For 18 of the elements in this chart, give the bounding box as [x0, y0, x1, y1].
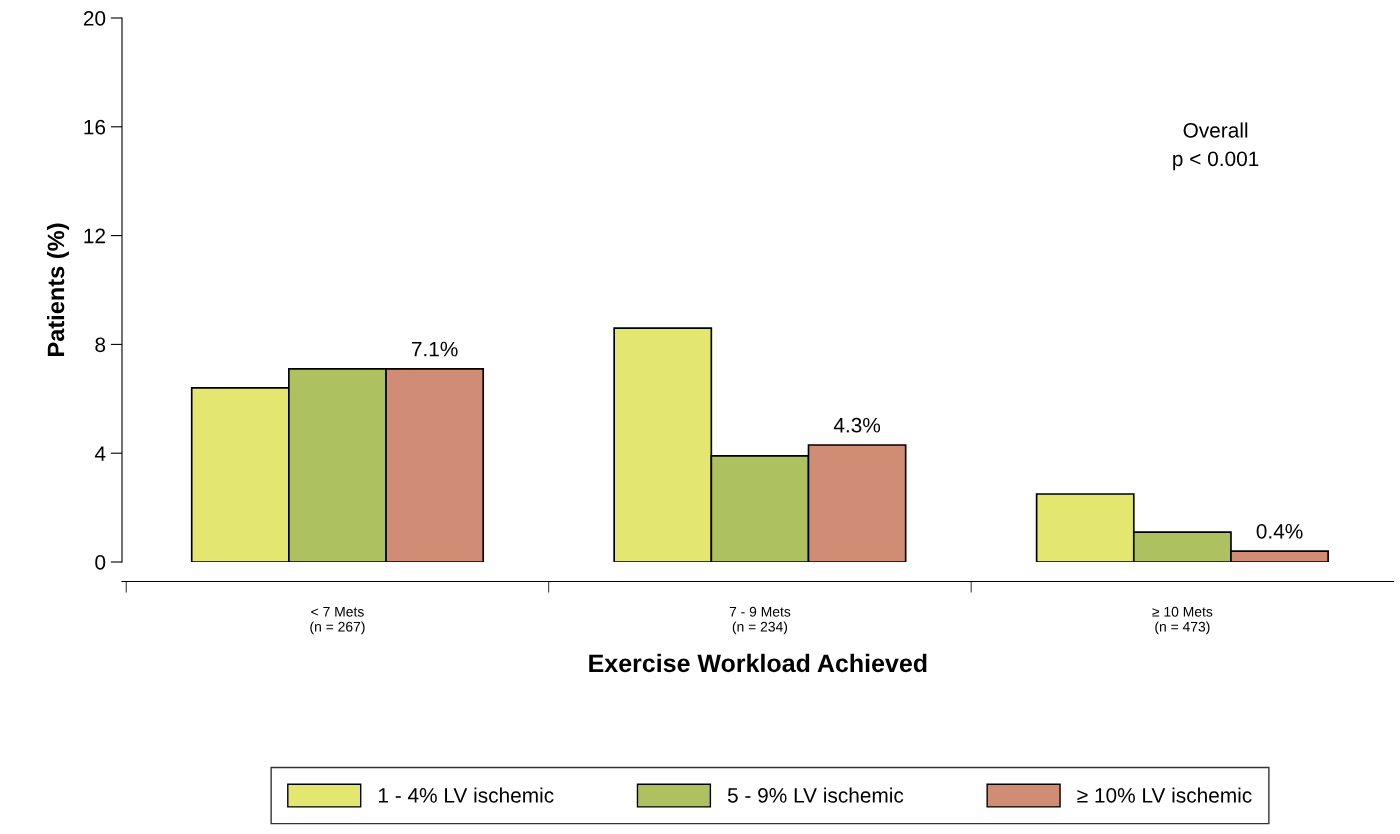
- legend-label: 5 - 9% LV ischemic: [727, 787, 904, 803]
- y-tick-label: 8: [95, 337, 106, 353]
- y-tick-label: 4: [94, 446, 106, 461]
- data-label: 4.3%: [833, 417, 881, 433]
- y-tick-label: 12: [84, 228, 105, 244]
- x-tick-label: < 7 Mets (n = 267): [310, 606, 365, 635]
- x-tick-label: ≥ 10 Mets (n = 473): [1152, 606, 1213, 635]
- legend-label: ≥ 10% LV ischemic: [1077, 787, 1252, 803]
- annotation: Overall p < 0.001: [1173, 122, 1259, 171]
- x-axis-title: Exercise Workload Achieved: [589, 653, 927, 673]
- x-tick-label: 7 - 9 Mets (n = 234): [729, 606, 791, 635]
- y-tick-label: 0: [95, 555, 106, 570]
- y-tick-label: 16: [84, 119, 106, 135]
- data-label: 0.4%: [1256, 523, 1303, 539]
- y-tick-label: 20: [83, 11, 106, 26]
- y-axis-title: Patients (%): [46, 223, 69, 356]
- legend-label: 1 - 4% LV ischemic: [378, 787, 554, 803]
- data-label: 7.1%: [411, 341, 458, 357]
